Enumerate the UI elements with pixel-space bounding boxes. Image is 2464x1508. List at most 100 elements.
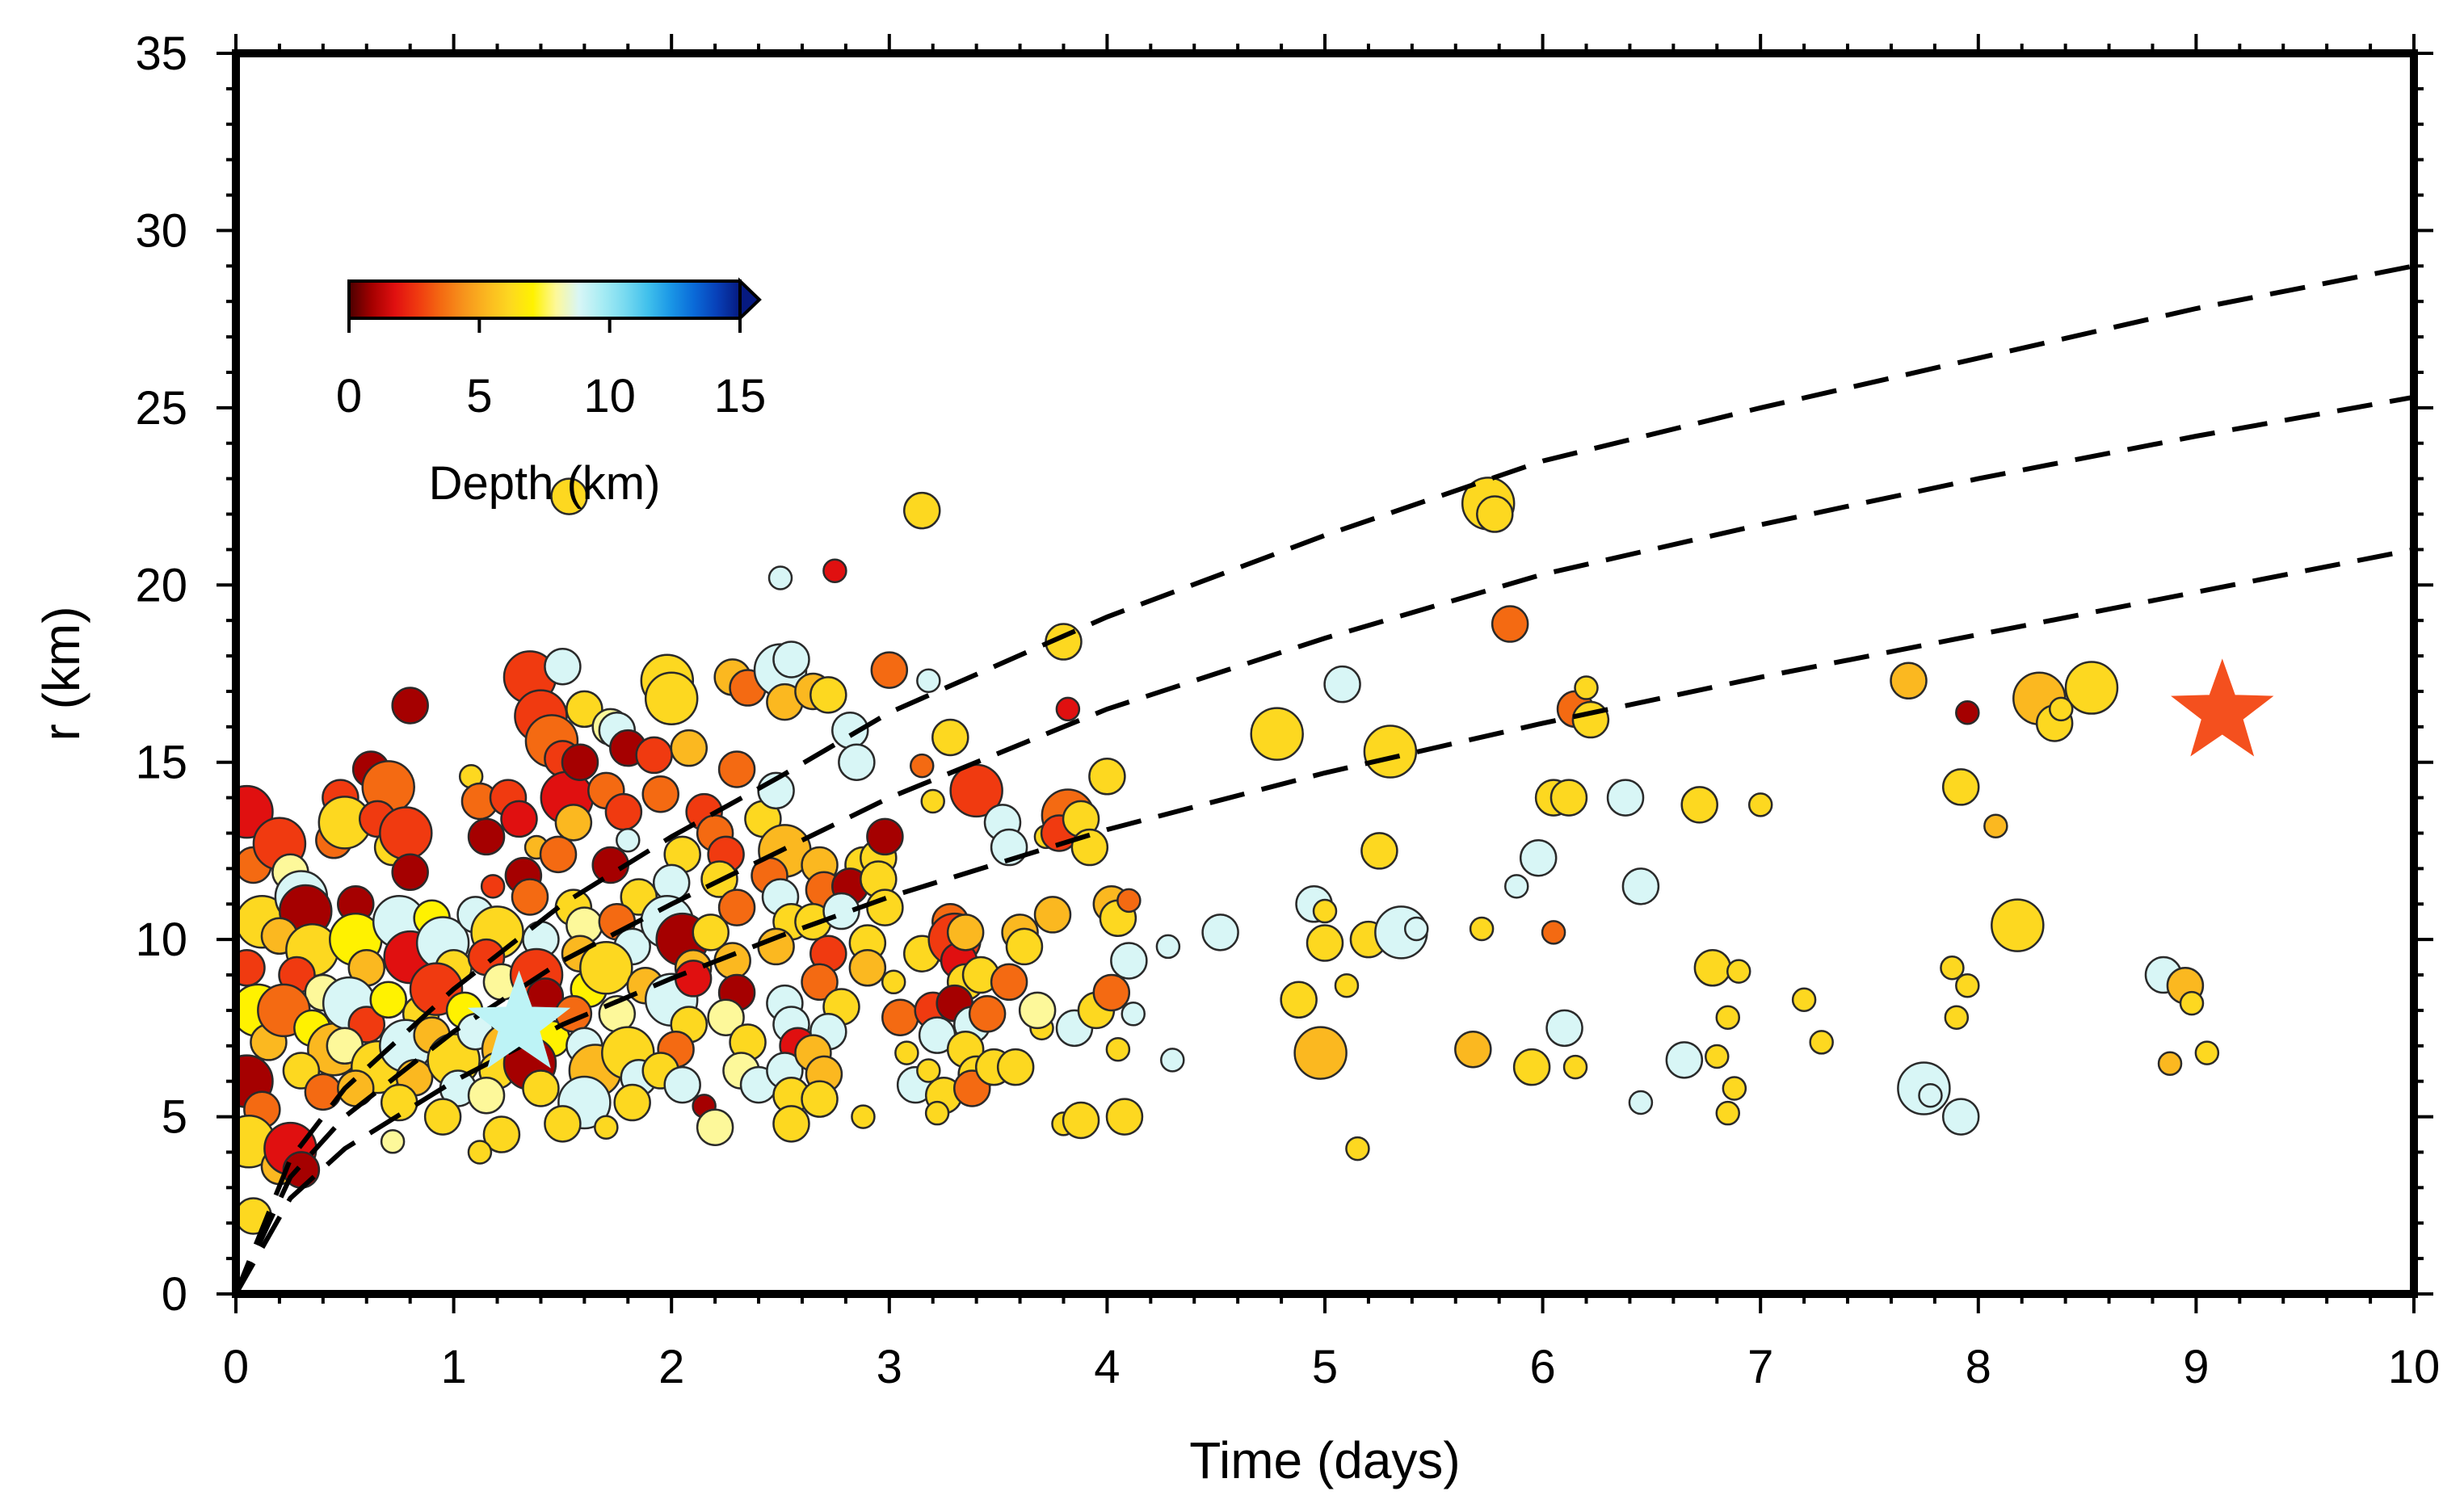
event-point (1715, 1005, 1741, 1030)
event-point (663, 1065, 701, 1104)
colorbar-arrow (738, 277, 762, 322)
event-point (870, 651, 909, 689)
x-tick-label: 5 (1312, 1341, 1338, 1393)
event-point (946, 914, 985, 951)
event-point (635, 736, 673, 775)
event-point (809, 676, 847, 714)
event-point (1403, 916, 1429, 942)
event-point (822, 558, 847, 583)
event-point (644, 671, 699, 725)
event-point (916, 668, 941, 694)
event-point (566, 690, 603, 729)
y-tick-label: 30 (135, 204, 187, 257)
event-point (2157, 1051, 2183, 1076)
event-point (594, 1115, 619, 1140)
event-point (801, 1080, 839, 1118)
event-point (881, 969, 906, 995)
event-point (1469, 916, 1495, 942)
x-tick-label: 0 (223, 1341, 249, 1393)
event-point (1991, 898, 2045, 952)
event-point (990, 963, 1028, 1002)
colorbar-tick-label: 15 (714, 370, 767, 422)
event-point (1280, 981, 1318, 1019)
x-tick-label: 9 (2183, 1341, 2209, 1393)
event-point (1055, 696, 1081, 722)
event-point (1941, 768, 1980, 806)
event-point (1345, 1136, 1370, 1161)
event-point (1062, 1101, 1100, 1140)
event-point (480, 874, 506, 899)
event-point (1628, 1090, 1654, 1115)
event-point (554, 804, 593, 842)
event-point (1722, 1076, 1747, 1101)
event-point (380, 1129, 406, 1154)
event-point (652, 863, 691, 902)
event-point (2179, 990, 2205, 1016)
event-point (1088, 758, 1126, 796)
event-point (931, 718, 969, 757)
event-point (1571, 700, 1610, 739)
event-point (801, 963, 839, 1002)
event-point (1715, 1100, 1741, 1126)
event-point (1606, 779, 1645, 817)
event-point (1791, 987, 1817, 1012)
diffusion-curve-3 (236, 547, 2414, 1294)
event-point (391, 687, 429, 725)
event-point (423, 1098, 462, 1136)
event-point (757, 927, 795, 966)
event-point (1541, 920, 1566, 945)
event-point (467, 1140, 493, 1165)
event-point (1121, 1002, 1146, 1027)
event-point (1155, 934, 1181, 960)
event-point (511, 878, 549, 916)
event-point (822, 892, 860, 930)
event-point (1250, 707, 1304, 761)
axis-ticks: 0 1 2 3 4 5 6 7 8 9 10 0 5 10 15 20 25 30 35 (135, 27, 2440, 1393)
red-star-marker (2171, 658, 2274, 757)
event-point (851, 1104, 876, 1129)
event-point (1116, 888, 1142, 914)
event-point (467, 1076, 506, 1115)
event-point (996, 1048, 1035, 1086)
event-point (1574, 675, 1599, 700)
event-point (1312, 898, 1338, 924)
event-point (641, 775, 679, 813)
event-point (696, 1108, 734, 1146)
event-point (379, 806, 433, 860)
event-point (1941, 1098, 1980, 1136)
x-tick-label: 2 (658, 1341, 684, 1393)
event-point (544, 1105, 582, 1143)
colorbar-tick-label: 0 (336, 370, 362, 422)
event-point (1363, 725, 1418, 779)
event-point (909, 753, 935, 779)
event-point (1680, 786, 1718, 824)
y-tick-label: 35 (135, 27, 187, 80)
x-tick-label: 4 (1094, 1341, 1120, 1393)
event-point (717, 750, 756, 788)
event-point (1545, 1009, 1583, 1048)
event-point (2048, 696, 2074, 722)
event-point (1454, 1030, 1492, 1069)
colorbar-label: Depth (km) (429, 457, 661, 510)
event-point (1809, 1030, 1834, 1055)
event-point (1955, 972, 1980, 998)
event-point (616, 828, 641, 853)
event-point (1293, 1026, 1348, 1080)
x-tick-label: 10 (2388, 1341, 2441, 1393)
colorbar-tick-label: 10 (583, 370, 636, 422)
event-point (1323, 665, 1361, 704)
event-point (902, 491, 941, 530)
event-point (1955, 700, 1980, 725)
event-point (236, 949, 266, 987)
event-point (1160, 1048, 1185, 1073)
event-point (1018, 991, 1057, 1030)
event-point (707, 998, 745, 1036)
event-point (881, 998, 919, 1036)
event-point (1512, 1048, 1551, 1086)
event-point (1519, 838, 1558, 877)
event-point (1693, 949, 1732, 987)
event-point (561, 743, 599, 781)
event-point (1562, 1054, 1588, 1080)
x-tick-label: 1 (440, 1341, 466, 1393)
